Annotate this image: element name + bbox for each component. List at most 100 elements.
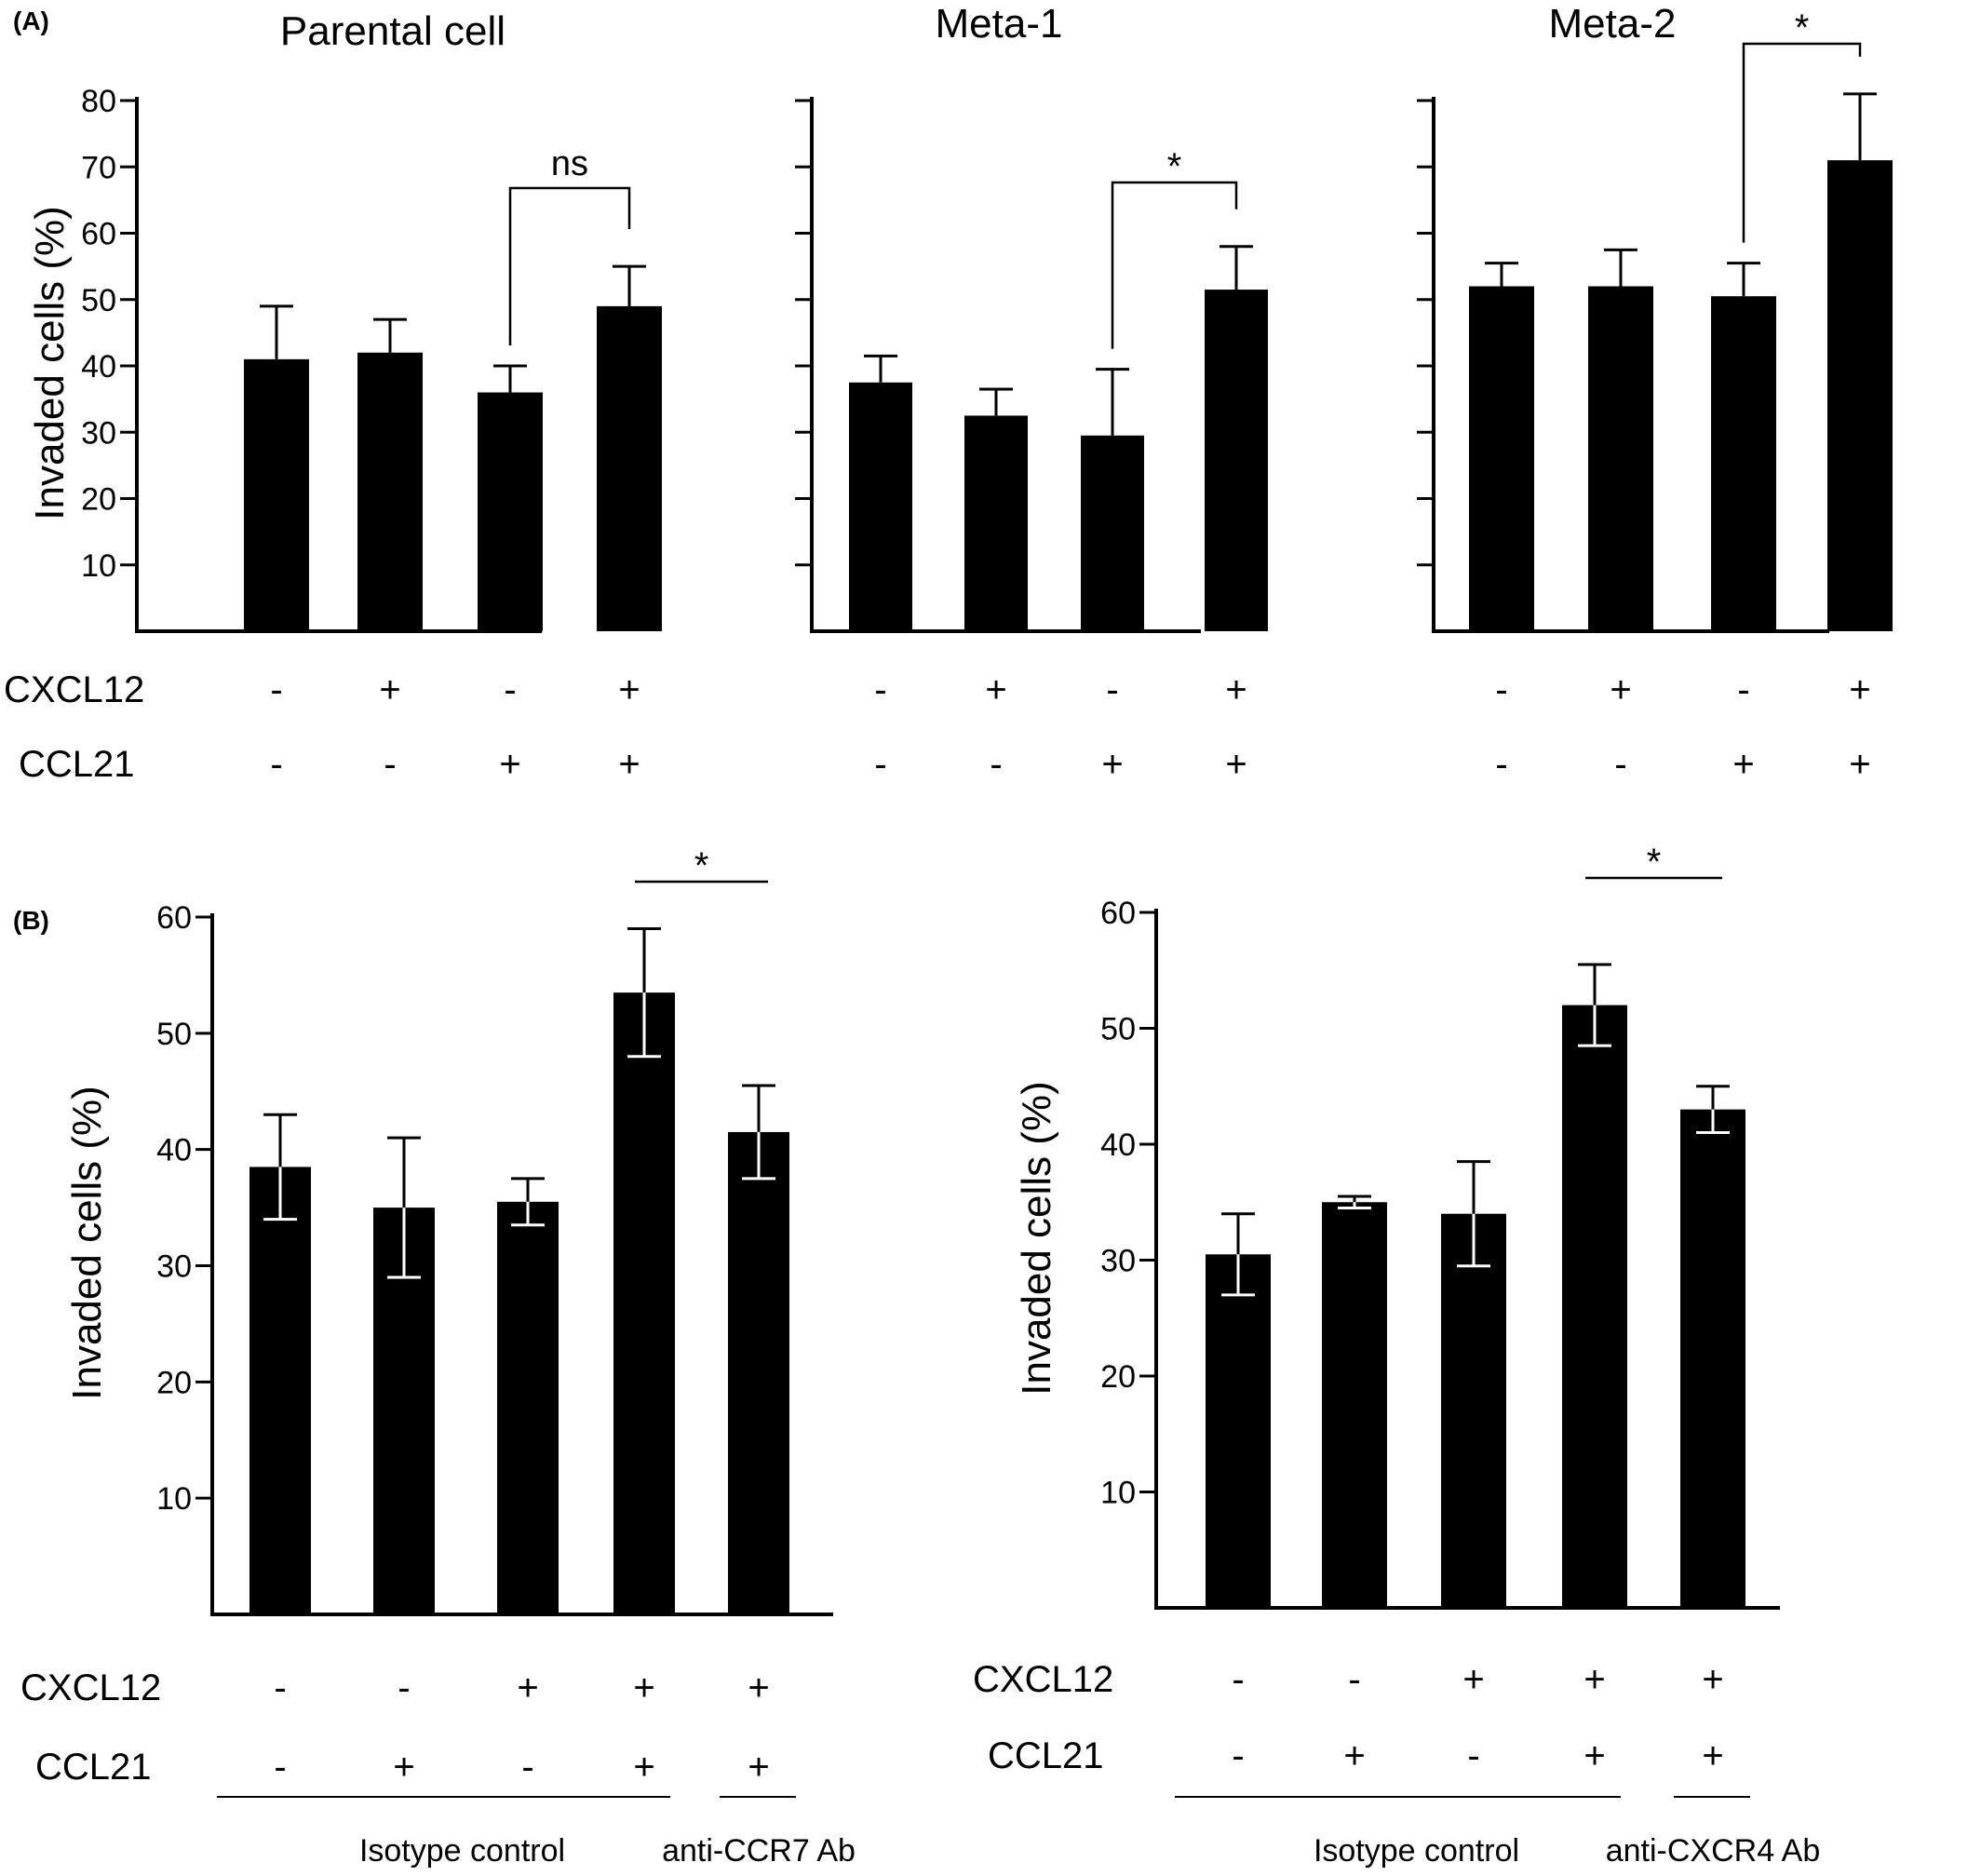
group-label: anti-CXCR4 Ab bbox=[1606, 1833, 1821, 1869]
bar bbox=[597, 305, 662, 631]
bar bbox=[964, 415, 1028, 631]
bar bbox=[1588, 286, 1653, 631]
ccl21-mark: + bbox=[748, 1747, 769, 1788]
ccl21-mark: - bbox=[270, 744, 282, 785]
cxcl12-mark: - bbox=[1348, 1659, 1360, 1700]
y-tick-label: 70 bbox=[81, 150, 116, 185]
cxcl12-mark: - bbox=[398, 1667, 410, 1708]
panel-label-b: (B) bbox=[13, 906, 49, 935]
cxcl12-mark: + bbox=[748, 1667, 769, 1708]
cxcl12-mark: + bbox=[517, 1667, 538, 1708]
chart-title: Meta-1 bbox=[936, 1, 1063, 47]
bar bbox=[249, 1167, 311, 1614]
ccl21-mark: - bbox=[874, 744, 886, 785]
y-axis-label: Invaded cells (%) bbox=[64, 1086, 110, 1399]
bar bbox=[1206, 1254, 1271, 1608]
bar bbox=[1827, 160, 1893, 631]
cxcl12-mark: - bbox=[1106, 669, 1118, 710]
group-label: Isotype control bbox=[359, 1833, 565, 1869]
significance-bracket bbox=[1742, 42, 1862, 243]
significance-label: ns bbox=[551, 144, 588, 183]
cxcl12-mark: + bbox=[985, 669, 1006, 710]
y-tick-label: 20 bbox=[1100, 1359, 1136, 1395]
row-label-ccl21: CCL21 bbox=[19, 744, 135, 785]
significance-bracket bbox=[1111, 181, 1238, 349]
row-label-ccl21: CCL21 bbox=[35, 1747, 152, 1788]
y-tick-label: 30 bbox=[1100, 1244, 1136, 1279]
ccl21-mark: + bbox=[1583, 1735, 1605, 1776]
y-tick-label: 50 bbox=[81, 283, 116, 318]
cxcl12-mark: - bbox=[274, 1667, 286, 1708]
significance-label: * bbox=[694, 845, 709, 886]
cxcl12-mark: + bbox=[1849, 669, 1870, 710]
y-tick-label: 20 bbox=[81, 482, 116, 518]
y-tick-label: 60 bbox=[81, 217, 116, 252]
row-label-cxcl12: CXCL12 bbox=[4, 669, 144, 710]
y-tick-label: 10 bbox=[1100, 1476, 1136, 1511]
y-tick-label: 60 bbox=[156, 900, 192, 936]
ccl21-mark: - bbox=[521, 1747, 533, 1788]
ccl21-mark: + bbox=[393, 1747, 414, 1788]
ccl21-mark: - bbox=[1614, 744, 1626, 785]
bar bbox=[728, 1131, 789, 1614]
bar bbox=[244, 358, 309, 631]
bar-chart-4: 10 20 30 40 50 60 Invaded cells (%) * CXCL12 CCL2… bbox=[20, 845, 856, 1869]
charts-layer: Parental cell 10 20 30 40 50 60 70 80 Invaded cel… bbox=[4, 1, 1893, 1869]
group-label: anti-CCR7 Ab bbox=[662, 1833, 856, 1869]
group-label: Isotype control bbox=[1314, 1833, 1519, 1869]
bar bbox=[849, 382, 912, 631]
cxcl12-mark: - bbox=[1232, 1659, 1244, 1700]
cxcl12-mark: + bbox=[618, 669, 640, 710]
y-axis-label: Invaded cells (%) bbox=[1014, 1081, 1059, 1395]
y-tick-label: 60 bbox=[1100, 896, 1136, 931]
y-tick-label: 10 bbox=[156, 1481, 192, 1517]
bar bbox=[1680, 1109, 1745, 1608]
bar bbox=[1562, 1005, 1627, 1608]
bar-chart-1: Parental cell 10 20 30 40 50 60 70 80 Invaded cel… bbox=[4, 8, 662, 785]
cxcl12-mark: + bbox=[633, 1667, 654, 1708]
significance-label: * bbox=[1167, 146, 1182, 187]
bar bbox=[1081, 435, 1144, 631]
cxcl12-mark: - bbox=[1737, 669, 1749, 710]
cxcl12-mark: - bbox=[270, 669, 282, 710]
cxcl12-mark: + bbox=[379, 669, 400, 710]
panel-label-a: (A) bbox=[13, 7, 49, 35]
row-label-cxcl12: CXCL12 bbox=[20, 1667, 161, 1708]
cxcl12-mark: - bbox=[504, 669, 516, 710]
cxcl12-mark: - bbox=[1495, 669, 1507, 710]
y-tick-label: 50 bbox=[1100, 1012, 1136, 1047]
y-tick-label: 40 bbox=[81, 349, 116, 385]
significance-label: * bbox=[1795, 7, 1810, 48]
y-tick-label: 40 bbox=[156, 1133, 192, 1168]
cxcl12-mark: + bbox=[1583, 1659, 1605, 1700]
cxcl12-mark: + bbox=[1610, 669, 1631, 710]
significance-label: * bbox=[1647, 842, 1662, 883]
bar bbox=[613, 992, 675, 1614]
ccl21-mark: + bbox=[1849, 744, 1870, 785]
cxcl12-mark: + bbox=[1225, 669, 1247, 710]
y-tick-label: 40 bbox=[1100, 1127, 1136, 1163]
ccl21-mark: + bbox=[499, 744, 520, 785]
y-tick-label: 20 bbox=[156, 1365, 192, 1400]
chart-title: Parental cell bbox=[280, 8, 505, 54]
cxcl12-mark: + bbox=[1462, 1659, 1484, 1700]
bar bbox=[357, 352, 423, 631]
bar-chart-3: Meta-2 * - + - + - - + + bbox=[1417, 1, 1893, 785]
bar bbox=[1469, 286, 1534, 631]
ccl21-mark: - bbox=[1232, 1735, 1244, 1776]
y-tick-label: 80 bbox=[81, 84, 116, 119]
y-tick-label: 50 bbox=[156, 1017, 192, 1052]
significance-bracket bbox=[508, 186, 631, 345]
bar bbox=[1205, 290, 1268, 631]
cxcl12-mark: + bbox=[1702, 1659, 1723, 1700]
y-tick-label: 30 bbox=[156, 1249, 192, 1285]
ccl21-mark: - bbox=[384, 744, 396, 785]
bar bbox=[1441, 1213, 1506, 1608]
y-tick-label: 30 bbox=[81, 415, 116, 451]
ccl21-mark: + bbox=[633, 1747, 654, 1788]
y-axis-label: Invaded cells (%) bbox=[27, 206, 73, 520]
y-tick-label: 10 bbox=[81, 548, 116, 584]
bar bbox=[478, 392, 543, 631]
bar bbox=[497, 1201, 559, 1614]
